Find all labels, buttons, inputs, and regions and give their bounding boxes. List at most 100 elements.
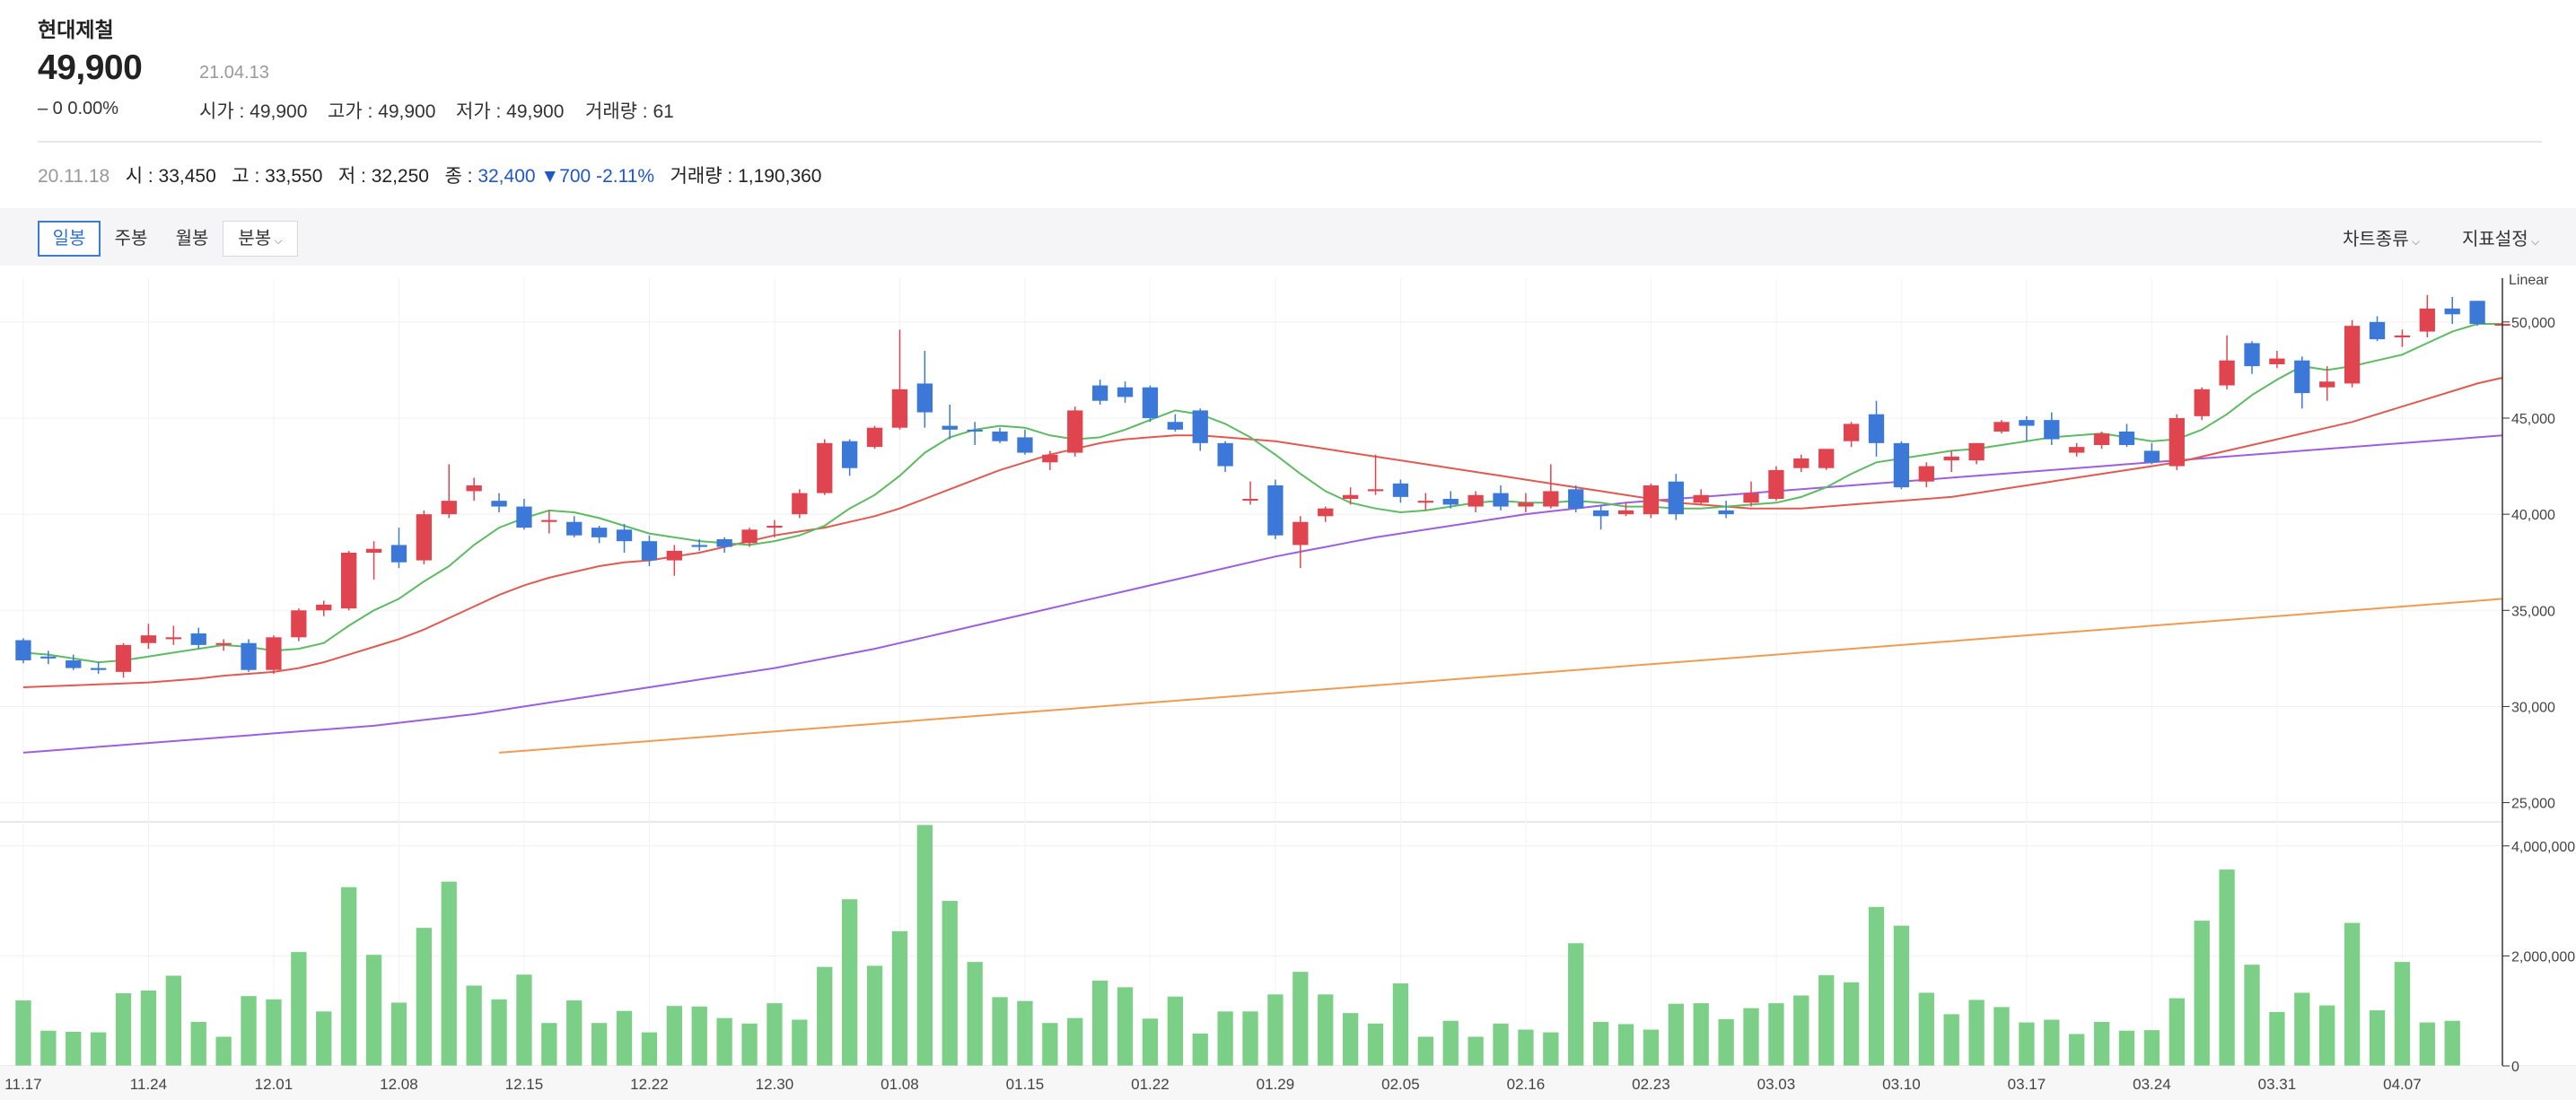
- candle-body: [165, 637, 181, 640]
- volume-bar: [2419, 1022, 2435, 1066]
- x-tick-label: 03.03: [1757, 1076, 1796, 1093]
- tab-monthly[interactable]: 월봉: [175, 229, 209, 249]
- candle: [215, 639, 232, 651]
- candle-body: [1868, 414, 1885, 443]
- candle-body: [390, 545, 407, 563]
- candle-body: [516, 506, 532, 528]
- candle: [1943, 450, 1959, 472]
- volume: 거래량 : 61: [585, 101, 674, 122]
- candle-body: [2169, 418, 2185, 467]
- volume-bar: [1042, 1023, 1058, 1066]
- volume-bar: [165, 975, 181, 1066]
- candle-body: [1217, 442, 1233, 467]
- candle-body: [1367, 489, 1384, 492]
- candle: [2019, 415, 2035, 441]
- candle: [1318, 506, 1334, 522]
- ma5-line: [22, 323, 2502, 664]
- candle: [1568, 485, 1584, 512]
- header-divider: [38, 141, 2542, 143]
- candle: [266, 635, 282, 674]
- candle-body: [1417, 501, 1433, 503]
- candle: [2344, 319, 2361, 388]
- candle-body: [1943, 456, 1959, 461]
- candle: [1718, 501, 1734, 519]
- volume-bar: [566, 1000, 583, 1066]
- volume-bar: [1342, 1013, 1359, 1066]
- candle-body: [1743, 493, 1759, 503]
- candle-body: [1392, 483, 1409, 497]
- volume-bar: [1518, 1029, 1534, 1066]
- candle: [291, 608, 307, 642]
- volume-bar: [90, 1032, 107, 1066]
- candle-body: [2394, 335, 2411, 337]
- chart-type-dropdown[interactable]: 차트종류 ⌵: [2343, 230, 2421, 249]
- volume-bar: [365, 955, 382, 1066]
- candle: [66, 654, 82, 670]
- candle: [2444, 297, 2460, 324]
- candle-body: [2219, 360, 2235, 386]
- candle-body: [2369, 321, 2386, 340]
- candle: [2394, 329, 2411, 347]
- volume-bar: [1893, 925, 1910, 1066]
- volume-bar: [1392, 983, 1409, 1066]
- candle-body: [365, 548, 382, 553]
- candle-body: [666, 550, 682, 561]
- volume-bar: [866, 965, 883, 1066]
- candle-body: [1192, 410, 1208, 443]
- candle: [1893, 441, 1910, 490]
- volume-bar: [15, 1000, 31, 1066]
- candle-body: [792, 493, 808, 515]
- candle: [516, 499, 532, 530]
- candle-body: [2344, 326, 2361, 384]
- volume-bar: [1192, 1033, 1208, 1066]
- candle-body: [942, 425, 958, 430]
- volume-bar: [1067, 1017, 1083, 1066]
- volume-bar: [466, 985, 482, 1066]
- volume-bar: [2194, 921, 2210, 1066]
- candle: [1417, 493, 1433, 511]
- candle-body: [1067, 410, 1083, 453]
- tab-weekly[interactable]: 주봉: [114, 229, 148, 249]
- volume-bar: [1167, 996, 1183, 1066]
- candle-body: [841, 441, 858, 468]
- volume-bar: [591, 1023, 608, 1066]
- candle-body: [1167, 422, 1183, 430]
- volume-tick-label: 4,000,000: [2511, 840, 2575, 855]
- x-tick-label: 12.22: [630, 1076, 669, 1093]
- volume-bar: [666, 1006, 682, 1066]
- candle: [491, 493, 507, 512]
- volume-bar: [266, 999, 282, 1066]
- cursor-date: 20.11.18: [38, 166, 110, 187]
- candle-body: [1793, 458, 1809, 468]
- volume-bar: [1468, 1036, 1484, 1066]
- volume-bar: [1768, 1003, 1784, 1066]
- candle: [1217, 441, 1233, 472]
- volume-bar: [916, 825, 933, 1066]
- candle: [390, 528, 407, 569]
- volume-bar: [891, 930, 908, 1066]
- indicator-settings-dropdown[interactable]: 지표설정 ⌵: [2462, 230, 2540, 249]
- tab-minute[interactable]: 분봉 ⌵: [223, 221, 298, 257]
- volume-bar: [1718, 1018, 1734, 1066]
- candle: [817, 439, 833, 495]
- x-tick-label: 01.08: [881, 1076, 919, 1093]
- candle-body: [916, 383, 933, 413]
- candle: [441, 464, 457, 519]
- tab-daily[interactable]: 일봉: [38, 221, 101, 257]
- candle: [1993, 420, 2010, 434]
- candle: [1968, 442, 1985, 465]
- candle: [1167, 414, 1183, 432]
- volume-bar: [1592, 1021, 1609, 1066]
- candle: [691, 539, 707, 551]
- candle-body: [1142, 387, 1159, 418]
- volume-tick-label: 0: [2511, 1060, 2519, 1075]
- volume-bar: [792, 1019, 808, 1066]
- volume-bar: [190, 1021, 206, 1066]
- volume-bar: [1617, 1024, 1634, 1066]
- stock-chart[interactable]: 50,000 45,000 40,000 35,000 30,000 25,000 4,00…: [0, 266, 2576, 1100]
- volume-bar: [1417, 1036, 1433, 1066]
- candle: [916, 351, 933, 428]
- volume-bar: [1091, 980, 1108, 1066]
- volume-bar: [1493, 1023, 1509, 1066]
- x-tick-label: 02.16: [1507, 1076, 1546, 1093]
